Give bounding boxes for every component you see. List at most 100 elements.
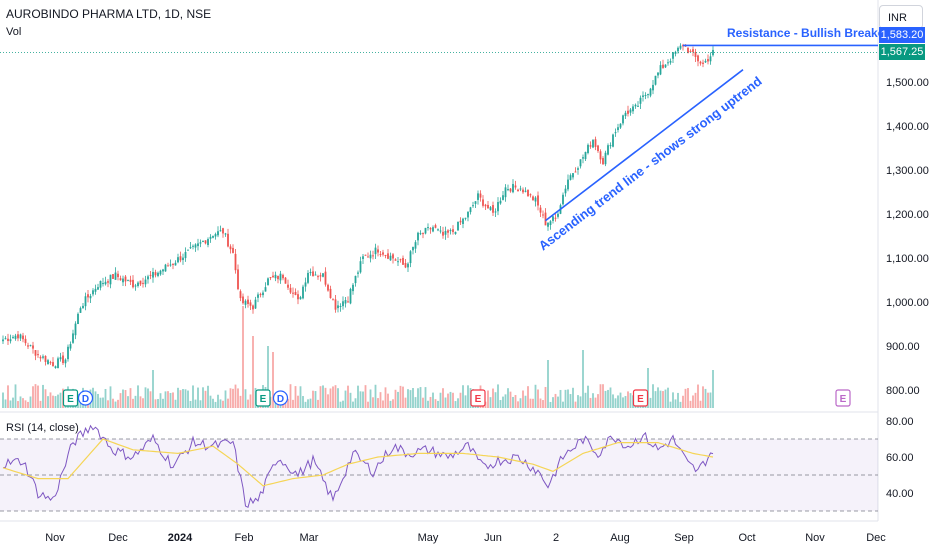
candle-body — [17, 334, 19, 339]
volume-bar — [347, 385, 349, 408]
candle-body — [44, 355, 47, 362]
volume-bar — [377, 398, 379, 408]
candle-body — [22, 335, 24, 340]
volume-bar — [497, 384, 499, 408]
volume-bar — [694, 392, 697, 408]
candle-body — [492, 205, 494, 213]
volume-bar — [99, 397, 102, 408]
candle-body — [432, 227, 434, 232]
candle-body — [37, 354, 39, 356]
volume-bar — [547, 360, 549, 408]
marker-label: E — [260, 394, 267, 405]
volume-bar — [299, 386, 302, 408]
volume-bar — [217, 394, 219, 408]
volume-bar — [452, 392, 454, 408]
volume-bar — [222, 400, 224, 408]
candle-body — [92, 290, 94, 295]
volume-bar — [322, 385, 324, 408]
candle-body — [607, 145, 609, 155]
rsi-ma-line — [2, 438, 714, 487]
candle-body — [584, 151, 587, 160]
volume-bar — [494, 392, 497, 408]
volume-bar — [589, 397, 592, 408]
volume-bar — [127, 396, 129, 408]
volume-bar — [709, 392, 712, 408]
volume-bar — [667, 387, 669, 408]
volume-bar — [24, 400, 27, 408]
volume-bar — [297, 395, 299, 408]
volume-bar — [204, 390, 207, 408]
volume-bar — [529, 398, 532, 408]
candle-body — [144, 279, 147, 285]
candle-body — [342, 301, 344, 307]
volume-bar — [499, 400, 502, 408]
candle-body — [79, 308, 82, 313]
volume-bar — [504, 394, 507, 408]
candle-body — [69, 344, 72, 349]
volume-bar — [354, 398, 357, 408]
volume-bar — [534, 384, 537, 408]
volume-bar — [317, 399, 319, 408]
volume-bar — [612, 394, 614, 408]
candle-body — [119, 278, 122, 281]
candle-body — [354, 275, 357, 284]
volume-bar — [129, 388, 132, 408]
currency-selector[interactable]: INR — [879, 5, 923, 29]
volume-bar — [359, 391, 362, 408]
volume-bar — [392, 399, 394, 408]
volume-bar — [329, 388, 332, 408]
candle-body — [489, 207, 492, 211]
volume-bar — [442, 388, 444, 408]
candle-body — [272, 275, 274, 278]
volume-bar — [2, 392, 4, 408]
volume-bar — [57, 394, 59, 408]
candle-body — [662, 64, 664, 68]
time-tick-label: Jun — [484, 532, 502, 544]
volume-bar — [227, 398, 229, 408]
volume-bar — [629, 393, 632, 408]
candle-body — [234, 253, 237, 271]
volume-bar — [339, 401, 342, 408]
volume-bar — [342, 400, 344, 408]
volume-bar — [447, 393, 449, 408]
volume-bar — [609, 387, 612, 408]
candle-body — [449, 230, 452, 232]
candle-body — [344, 300, 347, 304]
volume-bar — [502, 396, 504, 408]
candle-body — [257, 294, 259, 298]
candle-body — [247, 299, 249, 304]
candle-body — [542, 214, 544, 216]
volume-bar — [514, 395, 517, 408]
volume-bar — [527, 386, 529, 408]
volume-bar — [332, 386, 334, 408]
candle-body — [287, 284, 289, 288]
candle-body — [364, 254, 367, 256]
rsi-label: RSI (14, close) — [6, 422, 79, 434]
candle-body — [212, 236, 214, 238]
volume-bar — [19, 396, 22, 408]
candle-body — [132, 279, 134, 288]
candle-body — [512, 183, 514, 193]
candle-body — [322, 273, 324, 277]
volume-bar — [444, 397, 447, 408]
volume-bar — [567, 389, 569, 408]
candle-body — [422, 233, 424, 235]
volume-bar — [312, 390, 314, 408]
volume-bar — [197, 387, 199, 408]
candle-body — [82, 305, 84, 309]
candle-body — [534, 197, 537, 202]
volume-bar — [624, 396, 627, 408]
candle-body — [577, 168, 579, 170]
candle-body — [102, 283, 104, 285]
candle-body — [12, 336, 14, 338]
candle-body — [207, 239, 209, 246]
volume-bar — [232, 388, 234, 408]
volume-bar — [117, 399, 119, 408]
candle-body — [127, 279, 129, 281]
candle-body — [549, 221, 552, 225]
marker-label: D — [82, 394, 89, 405]
volume-bar — [492, 388, 494, 408]
candle-body — [189, 247, 192, 249]
volume-bar — [209, 395, 212, 408]
